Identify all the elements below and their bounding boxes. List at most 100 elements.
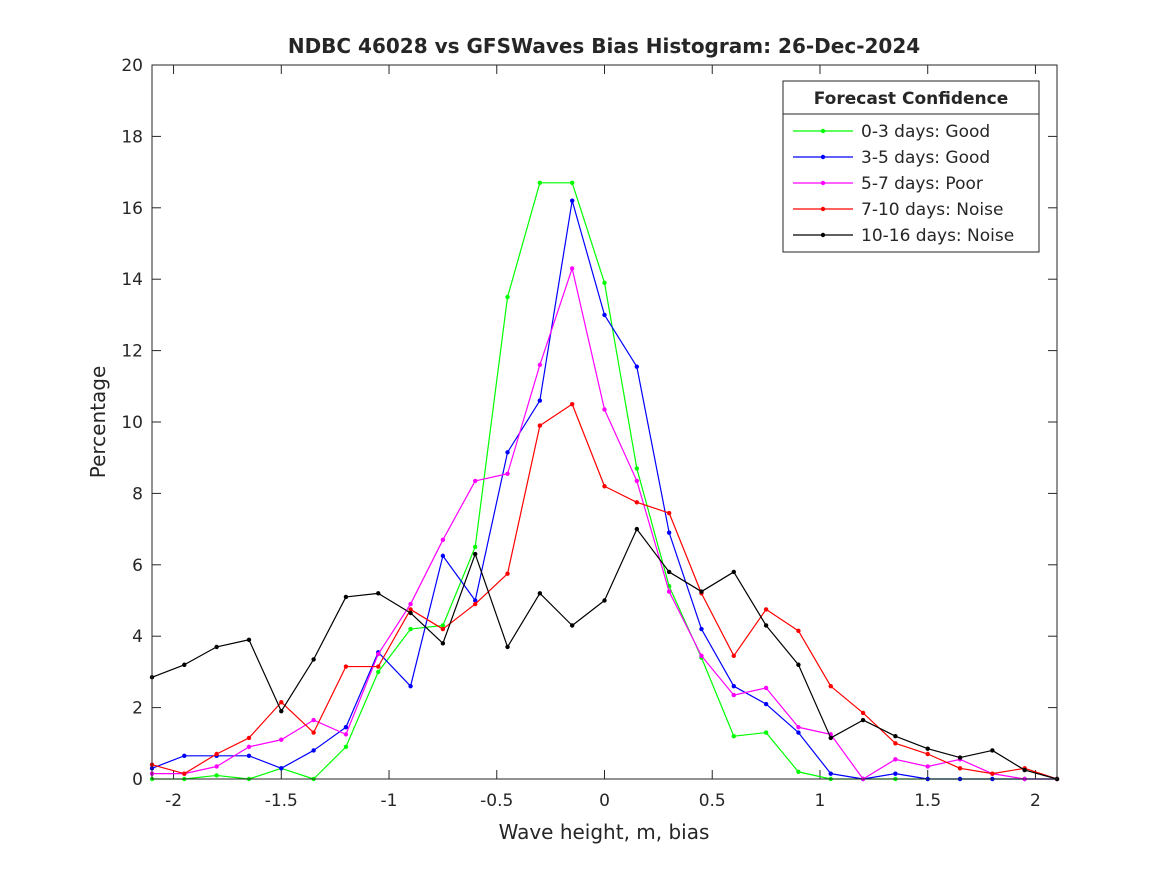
data-point bbox=[279, 766, 284, 771]
data-point bbox=[763, 685, 769, 691]
data-point bbox=[569, 180, 575, 186]
legend-entry: 7-10 days: Noise bbox=[793, 200, 1003, 220]
data-point bbox=[569, 198, 575, 203]
legend-label: 7-10 days: Noise bbox=[861, 200, 1003, 220]
legend: Forecast Confidence 0-3 days: Good 3-5 da… bbox=[782, 80, 1040, 253]
data-point bbox=[376, 669, 381, 675]
data-point bbox=[214, 764, 219, 769]
data-point bbox=[602, 280, 607, 285]
data-point bbox=[569, 266, 575, 271]
data-point bbox=[537, 180, 543, 186]
y-tick-label: 8 bbox=[132, 484, 143, 504]
data-point bbox=[634, 466, 640, 471]
data-point bbox=[634, 500, 640, 505]
legend-swatch-marker bbox=[820, 206, 826, 212]
data-point bbox=[893, 771, 898, 776]
data-point bbox=[473, 551, 478, 557]
data-point bbox=[311, 657, 316, 662]
data-point bbox=[925, 746, 930, 751]
legend-label: 5-7 days: Poor bbox=[861, 174, 983, 194]
data-point bbox=[666, 510, 672, 516]
data-point bbox=[182, 771, 187, 776]
data-point bbox=[828, 771, 833, 776]
data-point bbox=[311, 730, 316, 735]
series-2 bbox=[149, 198, 1060, 782]
legend-label: 3-5 days: Good bbox=[861, 148, 990, 168]
data-point bbox=[893, 733, 898, 739]
legend-label: 0-3 days: Good bbox=[861, 122, 990, 142]
data-point bbox=[182, 753, 187, 758]
data-point bbox=[537, 591, 543, 596]
data-point bbox=[408, 626, 413, 632]
data-point bbox=[731, 569, 736, 575]
legend-entry: 5-7 days: Poor bbox=[793, 174, 983, 194]
x-axis-label: Wave height, m, bias bbox=[499, 820, 710, 844]
data-point bbox=[473, 478, 478, 484]
data-point bbox=[699, 626, 704, 632]
x-tick-label: 1 bbox=[815, 791, 826, 811]
data-point bbox=[408, 601, 413, 607]
x-tick-label: -1 bbox=[381, 791, 398, 811]
data-point bbox=[763, 607, 769, 612]
y-tick-label: 4 bbox=[132, 627, 143, 647]
data-point bbox=[473, 544, 478, 550]
data-point bbox=[796, 662, 801, 667]
data-point bbox=[796, 725, 801, 730]
data-point bbox=[634, 478, 640, 484]
y-axis-label: Percentage bbox=[86, 366, 110, 479]
data-point bbox=[343, 664, 349, 669]
data-point bbox=[279, 737, 284, 742]
data-point bbox=[376, 651, 381, 657]
data-point bbox=[440, 537, 446, 543]
data-point bbox=[343, 594, 349, 600]
data-point bbox=[666, 589, 672, 594]
data-point bbox=[763, 730, 769, 735]
legend-entry: 0-3 days: Good bbox=[793, 122, 990, 142]
y-tick-label: 2 bbox=[132, 699, 143, 719]
data-point bbox=[763, 623, 769, 628]
data-point bbox=[796, 628, 801, 634]
legend-box bbox=[782, 80, 1040, 253]
data-point bbox=[505, 294, 510, 300]
data-point bbox=[763, 701, 769, 707]
data-point bbox=[505, 450, 510, 455]
y-tick-label: 16 bbox=[121, 199, 143, 219]
data-point bbox=[602, 407, 607, 412]
data-point bbox=[279, 700, 284, 705]
data-point bbox=[473, 601, 478, 607]
data-point bbox=[731, 692, 736, 698]
data-point bbox=[505, 571, 510, 576]
x-tick-label: 2 bbox=[1030, 791, 1041, 811]
y-tick-label: 0 bbox=[132, 770, 143, 790]
x-tick-labels: -2 -1.5 -1 -0.5 0 0.5 1 1.5 2 bbox=[165, 791, 1041, 811]
data-point bbox=[828, 735, 833, 741]
data-point bbox=[796, 730, 801, 735]
data-point bbox=[440, 553, 446, 559]
plot-frame bbox=[151, 64, 1058, 780]
data-point bbox=[311, 748, 316, 753]
data-point bbox=[505, 471, 510, 476]
legend-entry: 3-5 days: Good bbox=[793, 148, 990, 168]
data-point bbox=[246, 744, 252, 750]
data-point bbox=[957, 755, 963, 760]
data-point bbox=[214, 773, 219, 778]
data-point bbox=[860, 717, 866, 723]
x-tick-label: 0.5 bbox=[699, 791, 726, 811]
data-point bbox=[408, 607, 413, 612]
chart-title: NDBC 46028 vs GFSWaves Bias Histogram: 2… bbox=[288, 34, 920, 58]
data-point bbox=[246, 753, 252, 758]
legend-label: 10-16 days: Noise bbox=[861, 226, 1014, 246]
data-point bbox=[505, 644, 510, 650]
x-tick-label: -2 bbox=[165, 791, 182, 811]
y-tick-label: 12 bbox=[121, 342, 143, 362]
legend-swatch-marker bbox=[820, 180, 826, 186]
data-point bbox=[990, 748, 995, 753]
data-point bbox=[214, 751, 219, 757]
data-point bbox=[569, 401, 575, 407]
data-point bbox=[860, 710, 866, 716]
data-point bbox=[666, 530, 672, 535]
data-point bbox=[343, 725, 349, 730]
legend-entry: 10-16 days: Noise bbox=[793, 226, 1014, 246]
data-point bbox=[893, 757, 898, 762]
